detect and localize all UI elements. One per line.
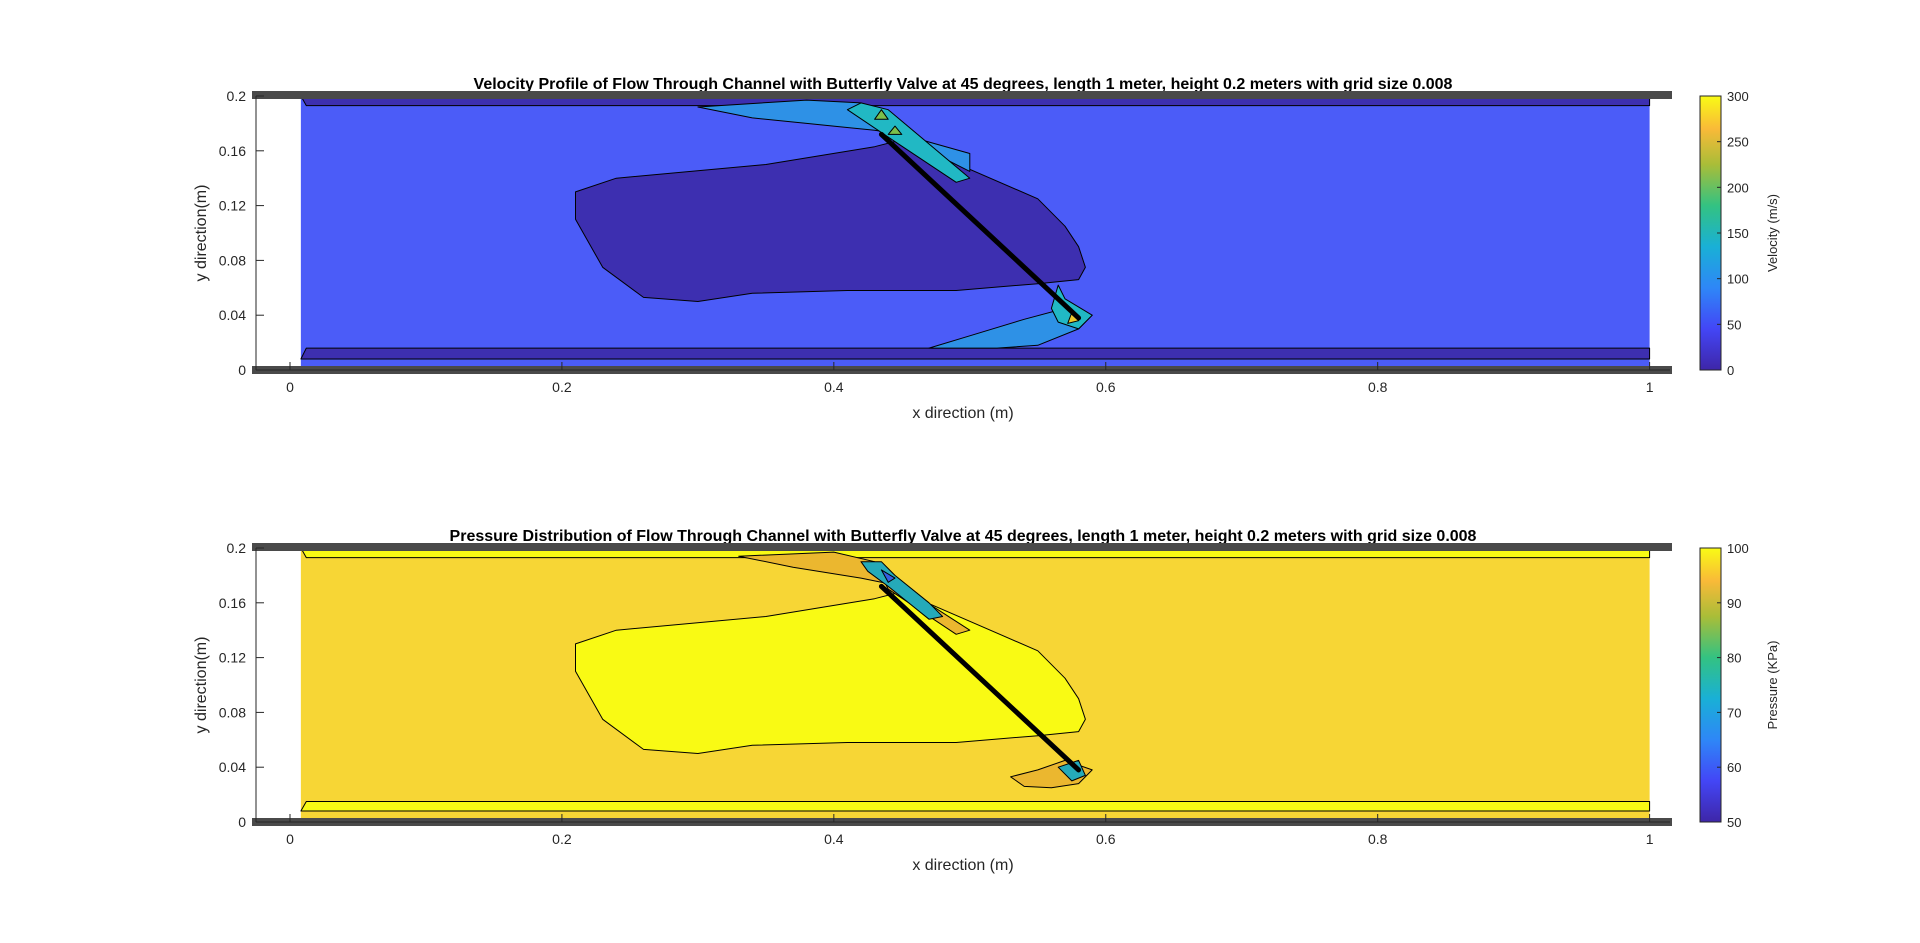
x-tick-label: 0.8 <box>1368 831 1388 847</box>
velocity-chart: Velocity Profile of Flow Through Channel… <box>193 76 1780 422</box>
colorbar: 0 50 100 150 200 250 300 Velocity (m/s) <box>1699 89 1780 378</box>
colorbar-ticks: 50 60 70 80 90 100 <box>1717 541 1749 830</box>
x-tick-label: 0.6 <box>1096 379 1116 395</box>
y-tick-label: 0 <box>238 814 246 830</box>
y-tick-label: 0.2 <box>227 540 247 556</box>
y-tick-label: 0.08 <box>219 252 246 268</box>
colorbar-tick-label: 50 <box>1727 815 1741 830</box>
colorbar-tick-label: 200 <box>1727 180 1749 195</box>
chart-title: Velocity Profile of Flow Through Channel… <box>474 76 1453 93</box>
contour-bottom-wall-layer <box>300 801 1651 812</box>
y-tick-label: 0.04 <box>219 307 246 323</box>
butterfly-valve <box>878 583 1082 773</box>
y-tick-label: 0.12 <box>219 650 246 666</box>
contour-regions <box>300 95 1651 360</box>
colorbar-label: Velocity (m/s) <box>1765 194 1780 272</box>
x-axis-label: x direction (m) <box>912 405 1013 422</box>
channel-top-wall <box>252 91 1672 99</box>
y-tick-label: 0.16 <box>219 595 246 611</box>
colorbar-tick-label: 70 <box>1727 705 1741 720</box>
colorbar-label: Pressure (KPa) <box>1765 641 1780 730</box>
colorbar-tick-label: 300 <box>1727 89 1749 104</box>
chart-title: Pressure Distribution of Flow Through Ch… <box>450 528 1477 545</box>
y-tick-label: 0.12 <box>219 198 246 214</box>
colorbar-tick-label: 100 <box>1727 541 1749 556</box>
contour-upper-hot-2 <box>887 125 903 135</box>
x-tick-label: 0 <box>286 831 294 847</box>
x-tick-label: 0.2 <box>552 379 572 395</box>
y-tick-label: 0.04 <box>219 759 246 775</box>
contour-upper-hot-1 <box>874 109 889 120</box>
contour-lower-valve-tip <box>1050 284 1093 330</box>
x-axis-ticks: 0 0.2 0.4 0.6 0.8 1 <box>286 814 1654 847</box>
butterfly-valve <box>878 131 1082 321</box>
y-axis-label: y direction(m) <box>193 637 210 734</box>
y-axis-ticks: 0 0.04 0.08 0.12 0.16 0.2 <box>219 88 264 378</box>
y-tick-label: 0.08 <box>219 704 246 720</box>
x-axis-label: x direction (m) <box>912 857 1013 874</box>
x-tick-label: 0 <box>286 379 294 395</box>
y-tick-label: 0 <box>238 362 246 378</box>
colorbar-tick-label: 0 <box>1727 363 1734 378</box>
contour-upper-valve-tip <box>846 102 971 183</box>
x-tick-label: 0.6 <box>1096 831 1116 847</box>
colorbar-tick-label: 60 <box>1727 760 1741 775</box>
plot-area <box>252 91 1672 374</box>
x-tick-label: 0.4 <box>824 831 844 847</box>
x-tick-label: 0.4 <box>824 379 844 395</box>
contour-bottom-wall-layer <box>300 347 1651 360</box>
x-tick-label: 1 <box>1646 379 1654 395</box>
colorbar-tick-label: 250 <box>1727 135 1749 150</box>
contour-upper-jet <box>697 99 971 172</box>
x-tick-label: 1 <box>1646 831 1654 847</box>
y-tick-label: 0.16 <box>219 143 246 159</box>
contour-upper-band <box>738 551 971 635</box>
pressure-chart: Pressure Distribution of Flow Through Ch… <box>193 528 1780 874</box>
y-axis-label: y direction(m) <box>193 185 210 282</box>
contour-upper-low-1 <box>860 561 944 620</box>
colorbar-tick-label: 90 <box>1727 596 1741 611</box>
y-axis-ticks: 0 0.04 0.08 0.12 0.16 0.2 <box>219 540 264 830</box>
colorbar-tick-label: 100 <box>1727 272 1749 287</box>
x-axis-ticks: 0 0.2 0.4 0.6 0.8 1 <box>286 362 1654 395</box>
contour-upper-low-2 <box>880 569 896 583</box>
colorbar: 50 60 70 80 90 100 Pressure (KPa) <box>1699 541 1780 830</box>
plot-area <box>252 543 1672 826</box>
x-tick-label: 0.2 <box>552 831 572 847</box>
colorbar-tick-label: 80 <box>1727 651 1741 666</box>
colorbar-gradient <box>1699 547 1722 823</box>
y-tick-label: 0.2 <box>227 88 247 104</box>
colorbar-tick-label: 150 <box>1727 226 1749 241</box>
colorbar-ticks: 0 50 100 150 200 250 300 <box>1717 89 1749 378</box>
colorbar-tick-label: 50 <box>1727 317 1741 332</box>
x-tick-label: 0.8 <box>1368 379 1388 395</box>
channel-top-wall <box>252 543 1672 551</box>
